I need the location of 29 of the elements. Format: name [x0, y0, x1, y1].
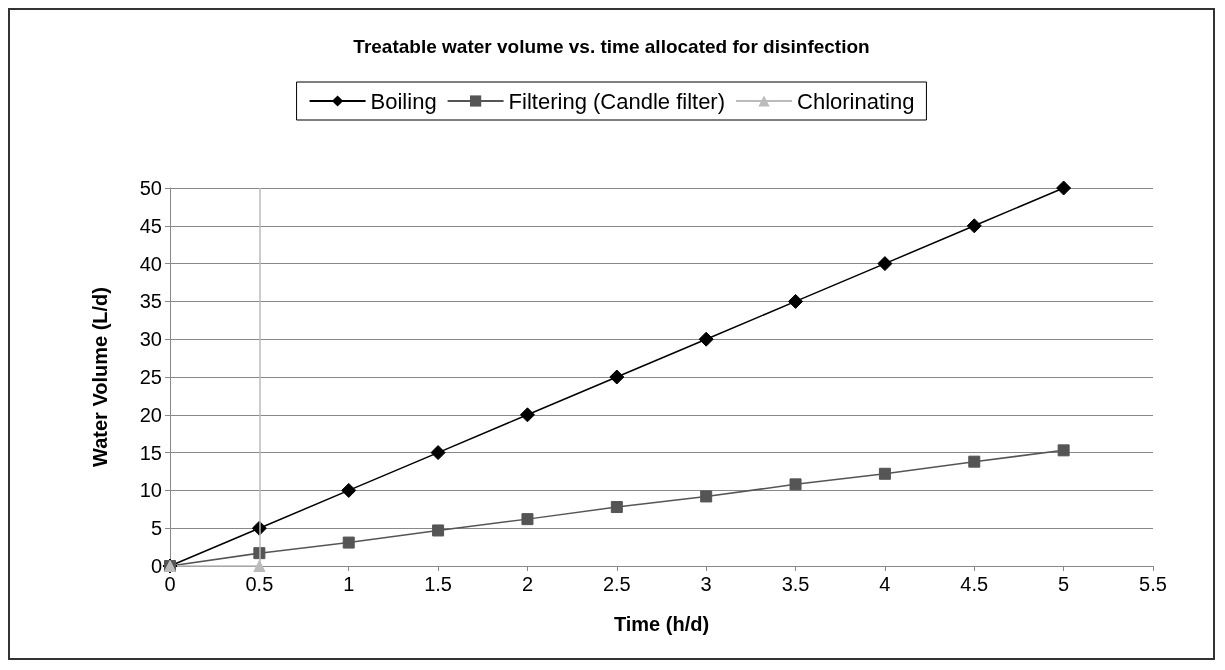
x-tick-label: 2.5	[602, 573, 631, 595]
legend-label: Chlorinating	[797, 88, 915, 114]
x-tick-label: 3.5	[781, 573, 810, 595]
x-axis-title: Time (h/d)	[613, 613, 710, 635]
y-axis-title: Water Volume (L/d)	[89, 287, 111, 467]
y-tick-label: 40	[139, 252, 162, 275]
y-tick-label: 30	[139, 328, 162, 351]
x-tick-label: 5	[1058, 573, 1070, 595]
x-tick-label: 3	[700, 573, 712, 595]
x-tick-label: 4.5	[960, 573, 989, 595]
y-tick-label: 50	[139, 177, 162, 199]
y-tick-label: 35	[139, 290, 162, 313]
x-tick-label: 0.5	[245, 573, 274, 595]
y-tick-label: 45	[139, 214, 162, 237]
y-tick-label: 15	[139, 441, 162, 464]
y-tick-label: 25	[139, 366, 162, 388]
x-tick-label: 0	[164, 573, 176, 595]
y-tick-label: 0	[150, 555, 162, 577]
y-tick-label: 20	[139, 403, 162, 426]
x-tick-label: 5.5	[1139, 573, 1167, 595]
x-tick-label: 4	[879, 573, 891, 595]
chart-title: Treatable water volume vs. time allocated for disinfection	[353, 36, 870, 57]
legend-label: Boiling	[370, 88, 437, 114]
x-tick-label: 2	[521, 573, 534, 595]
x-tick-label: 1	[343, 573, 355, 595]
x-tick-label: 1.5	[424, 573, 452, 595]
y-tick-label: 10	[139, 479, 162, 502]
legend-label: Filtering (Candle filter)	[508, 88, 726, 114]
y-tick-label: 5	[150, 517, 162, 540]
